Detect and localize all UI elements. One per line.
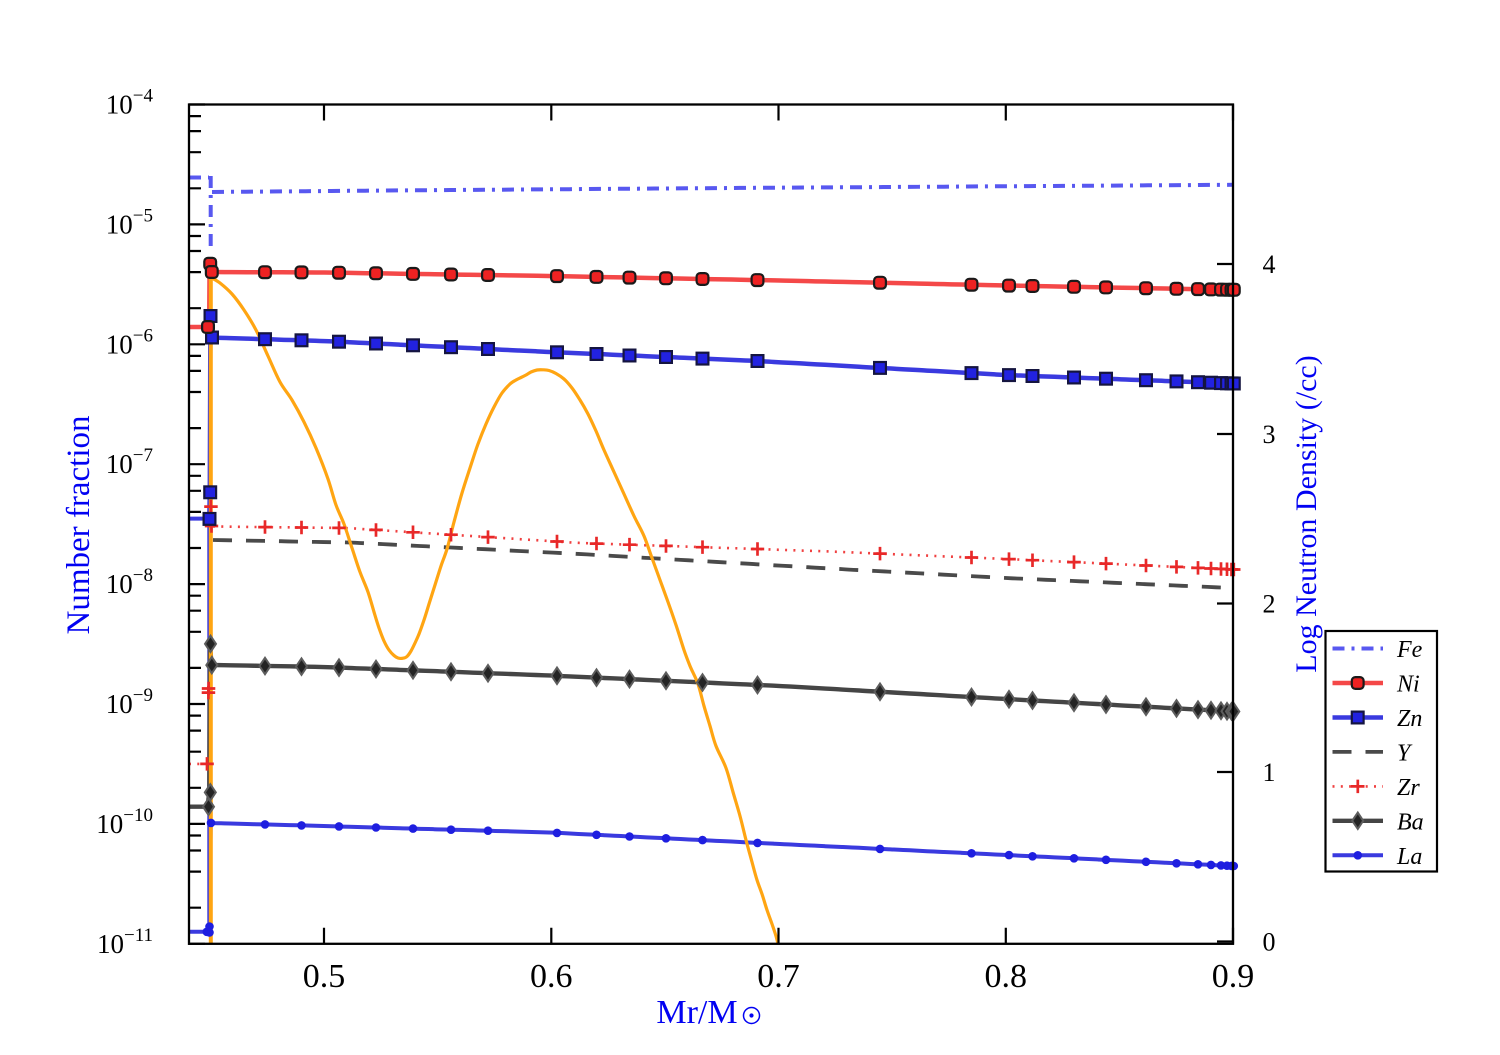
svg-text:10−7: 10−7 [106, 445, 153, 479]
svg-text:Zr: Zr [1397, 775, 1420, 801]
svg-text:4: 4 [1263, 250, 1276, 279]
svg-text:0.5: 0.5 [303, 958, 346, 995]
svg-text:0: 0 [1263, 928, 1276, 957]
svg-text:10−9: 10−9 [106, 685, 153, 719]
svg-text:Mr/M: Mr/M [656, 994, 737, 1031]
svg-text:2: 2 [1263, 590, 1276, 619]
svg-text:0.9: 0.9 [1212, 958, 1255, 995]
svg-text:Ba: Ba [1397, 809, 1424, 835]
svg-text:La: La [1396, 844, 1422, 870]
svg-text:Ni: Ni [1396, 672, 1420, 698]
svg-text:0.6: 0.6 [530, 958, 573, 995]
svg-text:0.7: 0.7 [757, 958, 800, 995]
svg-text:10−11: 10−11 [97, 925, 153, 959]
svg-text:10−10: 10−10 [96, 805, 153, 839]
svg-text:10−4: 10−4 [106, 86, 154, 120]
svg-text:10−8: 10−8 [106, 565, 153, 599]
svg-text:Log Neutron Density (/cc): Log Neutron Density (/cc) [1290, 355, 1323, 672]
svg-text:3: 3 [1263, 420, 1276, 449]
svg-text:Y: Y [1397, 740, 1413, 766]
svg-text:10−6: 10−6 [106, 325, 153, 359]
svg-text:0.8: 0.8 [985, 958, 1028, 995]
svg-text:Zn: Zn [1397, 706, 1422, 732]
svg-text:1: 1 [1263, 758, 1276, 787]
svg-text:Fe: Fe [1396, 637, 1423, 663]
svg-text:Number fraction: Number fraction [61, 416, 97, 635]
svg-text:10−5: 10−5 [106, 205, 153, 239]
